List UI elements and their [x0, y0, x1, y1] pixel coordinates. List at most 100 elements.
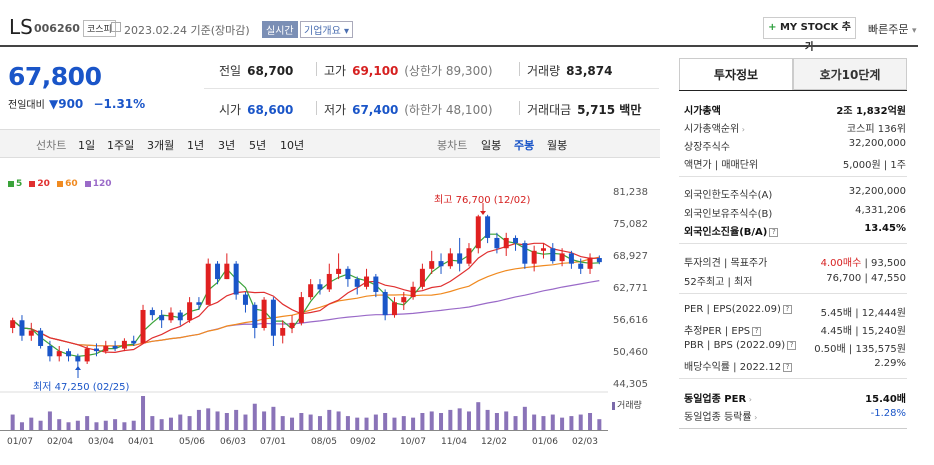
ma5-line	[12, 233, 600, 357]
tab-weekly[interactable]: 주봉	[514, 139, 535, 152]
tab-1y[interactable]: 1년	[187, 139, 205, 152]
y-tick-label: 50,460	[613, 347, 648, 358]
tab-daily[interactable]: 일봉	[481, 139, 502, 152]
help-icon[interactable]: ?	[752, 326, 762, 336]
candle-body	[457, 253, 463, 264]
row-value: 15.40배	[865, 394, 906, 405]
candle-body	[419, 268, 425, 287]
legend-ma120: 120	[84, 179, 112, 189]
candle-body	[131, 340, 137, 344]
row-key: 외국인소진율(B/A)	[684, 227, 768, 238]
foreign-limit-row: 외국인한도주식수(A) 32,200,000	[684, 186, 906, 201]
row-value: 4.45배 | 15,240원	[820, 326, 906, 337]
y-tick-label: 62,771	[613, 283, 648, 294]
candle-body	[522, 243, 528, 264]
y-tick-label: 56,616	[613, 315, 648, 326]
help-icon[interactable]: ?	[787, 340, 797, 350]
x-tick-label: 09/02	[350, 437, 376, 447]
quick-order-label: 빠른주문	[868, 23, 909, 36]
volume-bar	[290, 417, 295, 430]
volume-bar	[392, 417, 397, 430]
tab-5y[interactable]: 5년	[249, 139, 267, 152]
help-icon[interactable]: ?	[783, 362, 793, 372]
change-percent: −1.31%	[93, 97, 146, 111]
tab-1w[interactable]: 1주일	[107, 139, 135, 152]
tab-orderbook[interactable]: 호가10단계	[793, 58, 907, 90]
candle-body	[475, 216, 481, 249]
market-cap-rank-row[interactable]: 시가총액순위 › 코스피 136위	[684, 120, 906, 135]
industry-per-row[interactable]: 동일업종 PER › 15.40배	[684, 390, 906, 405]
candle-body	[298, 297, 304, 323]
volume-bar	[271, 406, 276, 430]
chevron-right-icon: ›	[751, 413, 758, 422]
listed-shares-row: 상장주식수 32,200,000	[684, 138, 906, 153]
candle-body	[168, 312, 174, 321]
divider	[679, 293, 907, 294]
price-chart[interactable]	[0, 180, 660, 465]
foreign-holding-row: 외국인보유주식수(B) 4,331,206	[684, 205, 906, 220]
per-eps-row: PER | EPS(2022.09)? 5.45배 | 12,444원	[684, 304, 906, 319]
candle-body	[280, 327, 286, 336]
prev-label: 전일	[219, 64, 242, 78]
row-key: 시가총액순위	[684, 124, 740, 135]
volume-bar	[243, 414, 248, 430]
candle-body	[47, 345, 53, 357]
help-icon[interactable]: ?	[782, 304, 792, 314]
my-stock-add-button[interactable]: + MY STOCK 추가	[763, 17, 856, 53]
52week-row: 52주최고 | 최저 76,700 | 47,550	[684, 273, 906, 288]
tab-10y[interactable]: 10년	[280, 139, 305, 152]
volume-bar	[494, 413, 499, 430]
market-cap-row: 시가총액 2조 1,832억원	[684, 102, 906, 117]
candle-body	[93, 348, 99, 352]
current-price: 67,800	[8, 62, 102, 91]
candle-body	[205, 263, 211, 305]
volume-bar	[522, 406, 527, 430]
candle-body	[159, 315, 165, 321]
tab-3m[interactable]: 3개월	[147, 139, 175, 152]
candle-body	[103, 345, 109, 352]
volume-axis-text: 거래량	[617, 401, 642, 411]
legend-ma20: 20	[29, 179, 50, 189]
tab-1d[interactable]: 1일	[78, 139, 96, 152]
foreign-ratio-row: 외국인소진율(B/A)? 13.45%	[684, 223, 906, 238]
volume-bar	[94, 422, 99, 430]
volume-bar	[196, 409, 201, 430]
chevron-right-icon: ›	[746, 395, 752, 404]
price-change: 전일대비 ▼900 −1.31%	[8, 96, 145, 111]
row-value: 4,331,206	[855, 205, 906, 216]
company-info-dropdown[interactable]: 기업개요 ▾	[300, 21, 354, 38]
row-key: 시가총액	[684, 106, 721, 117]
volume-bar	[262, 411, 267, 430]
x-tick-label: 01/07	[7, 437, 33, 447]
candle-body	[410, 286, 416, 298]
quick-order-dropdown[interactable]: 빠른주문 ▾	[868, 21, 917, 37]
high-arrow-head	[480, 211, 486, 215]
tab-investment-info[interactable]: 투자정보	[679, 58, 793, 90]
tab-3y[interactable]: 3년	[218, 139, 236, 152]
volume-bar	[308, 414, 313, 430]
volume-bar	[439, 413, 444, 430]
volume-bar	[206, 408, 211, 430]
row-value: 13.45%	[864, 223, 906, 234]
ma20-line	[12, 242, 600, 354]
x-tick-label: 06/03	[220, 437, 246, 447]
volume-bar	[588, 413, 593, 430]
volume-bar	[66, 422, 71, 430]
row-key: PER | EPS(2022.09)	[684, 304, 781, 315]
tab-monthly[interactable]: 월봉	[547, 139, 568, 152]
realtime-button[interactable]: 실시간	[262, 21, 298, 38]
ma60-line	[12, 256, 600, 347]
x-tick-label: 11/04	[441, 437, 467, 447]
chevron-right-icon: ›	[739, 125, 745, 134]
y-tick-label: 75,082	[613, 219, 648, 230]
volume-bar	[317, 416, 322, 430]
candle-body	[364, 276, 370, 287]
x-tick-label: 10/07	[400, 437, 426, 447]
x-tick-label: 12/02	[481, 437, 507, 447]
x-tick-label: 01/06	[532, 437, 558, 447]
x-tick-label: 02/03	[572, 437, 598, 447]
y-tick-label: 44,305	[613, 379, 648, 390]
help-icon[interactable]: ?	[769, 227, 779, 237]
industry-change-row[interactable]: 동일업종 등락률 › -1.28%	[684, 408, 906, 423]
candle-body	[289, 322, 295, 328]
